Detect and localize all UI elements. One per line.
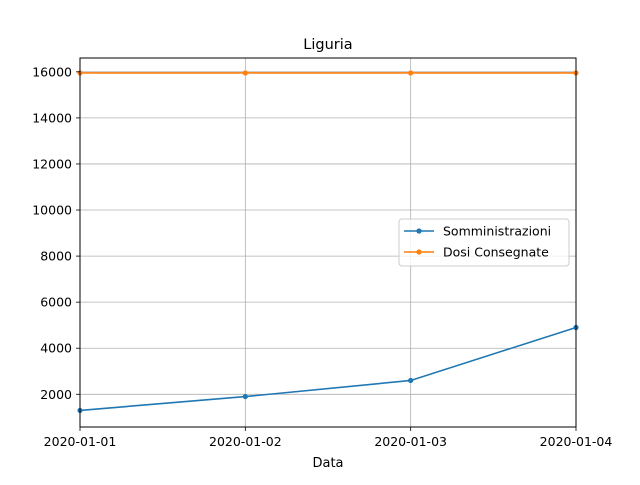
legend-label: Somministrazioni <box>443 224 551 239</box>
x-axis-label: Data <box>312 456 343 471</box>
chart-title: Liguria <box>303 37 352 53</box>
data-point <box>408 70 414 76</box>
y-tick-label: 4000 <box>40 341 72 356</box>
x-tick-label: 2020-01-02 <box>209 434 282 449</box>
y-tick-label: 6000 <box>40 295 72 310</box>
data-point <box>408 377 414 384</box>
x-tick-label: 2020-01-04 <box>540 434 613 449</box>
legend-swatch-marker <box>416 228 422 234</box>
x-tick-label: 2020-01-01 <box>44 434 117 449</box>
plot-frame <box>79 57 577 428</box>
legend: Somministrazioni Dosi Consegnate <box>398 218 570 267</box>
x-tick-label: 2020-01-03 <box>374 434 447 449</box>
legend-label: Dosi Consegnate <box>443 245 549 260</box>
y-tick-label: 14000 <box>32 110 72 125</box>
y-tick-label: 2000 <box>40 387 72 402</box>
series-line <box>79 326 577 412</box>
y-tick-label: 12000 <box>32 156 72 171</box>
y-tick-label: 10000 <box>32 203 72 218</box>
data-point <box>242 70 248 76</box>
legend-swatch-marker <box>416 249 422 255</box>
y-tick-label: 16000 <box>32 64 72 79</box>
ticks: 2020-01-01 2020-01-02 2020-01-03 2020-01-04… <box>32 64 612 449</box>
data-point <box>242 393 248 400</box>
legend-box <box>398 218 570 267</box>
y-tick-label: 8000 <box>40 249 72 264</box>
series-1 <box>77 324 579 414</box>
